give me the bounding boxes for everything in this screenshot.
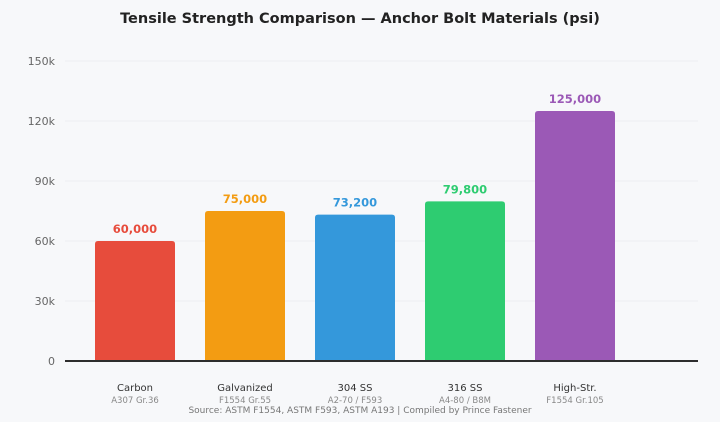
data-label: 73,200 [333, 196, 377, 210]
x-tick-sublabel: F1554 Gr.105 [546, 396, 603, 406]
y-tick-label: 150k [28, 55, 56, 68]
chart-title: Tensile Strength Comparison — Anchor Bol… [120, 11, 600, 27]
y-tick-label: 0 [48, 355, 55, 368]
x-tick-label: 304 SS [338, 383, 373, 394]
x-tick-sublabel: A2-70 / F593 [328, 396, 383, 406]
data-label: 125,000 [549, 92, 601, 106]
data-label: 60,000 [113, 222, 157, 236]
data-label: 75,000 [223, 192, 267, 206]
y-tick-label: 30k [35, 295, 56, 308]
source-note: Source: ASTM F1554, ASTM F593, ASTM A193… [188, 406, 531, 416]
x-tick-label: Carbon [117, 383, 153, 394]
bar-carbon [95, 241, 175, 361]
y-tick-label: 120k [28, 115, 56, 128]
x-tick-sublabel: A307 Gr.36 [111, 396, 159, 406]
bar-galvanized [205, 211, 285, 361]
x-tick-label: Galvanized [217, 383, 273, 394]
x-tick-label: 316 SS [448, 383, 483, 394]
bar-304-ss [315, 214, 395, 361]
x-tick-label: High-Str. [553, 383, 596, 394]
bar-316-ss [425, 201, 505, 361]
x-tick-sublabel: F1554 Gr.55 [219, 396, 271, 406]
y-tick-label: 60k [35, 235, 56, 248]
x-tick-sublabel: A4-80 / B8M [439, 396, 491, 406]
data-label: 79,800 [443, 182, 487, 196]
y-tick-label: 90k [35, 175, 56, 188]
bar-high-str- [535, 111, 615, 361]
